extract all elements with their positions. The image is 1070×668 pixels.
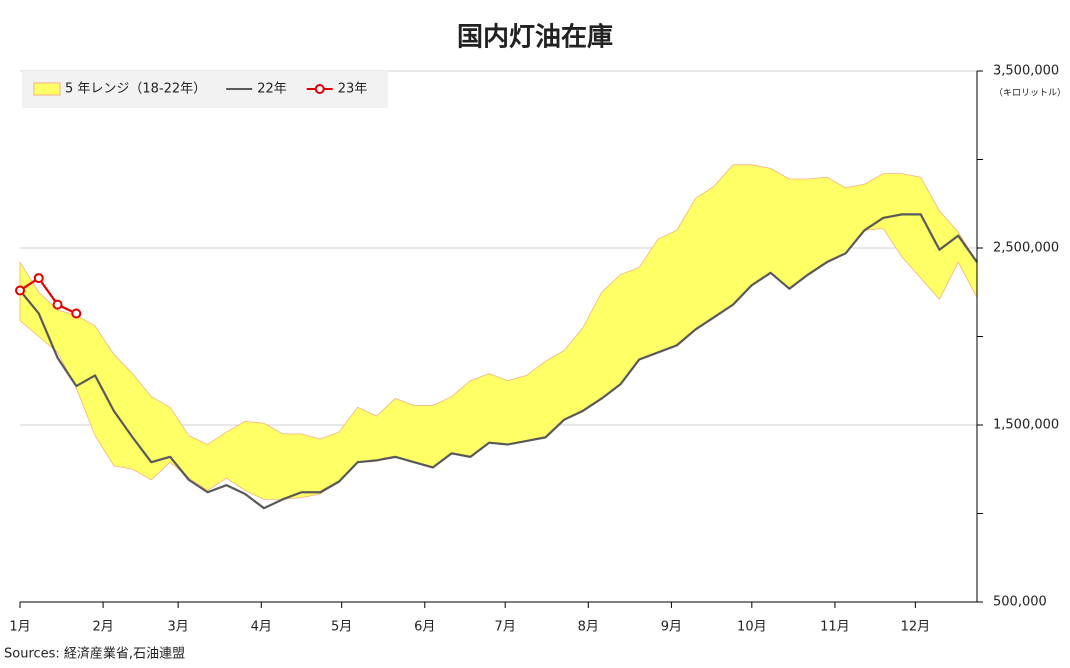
range-band <box>19 164 978 500</box>
series-line <box>19 213 978 510</box>
x-tick-label: 3月 <box>168 620 189 635</box>
y-tick-label: 2,500,000 <box>993 241 1059 256</box>
x-tick-label: 4月 <box>251 620 272 635</box>
legend-label: 5 年レンジ（18-22年） <box>65 82 206 97</box>
y-tick-label: 1,500,000 <box>993 418 1059 433</box>
legend-swatch <box>33 82 61 96</box>
y-tick-label: 3,500,000 <box>993 64 1059 79</box>
x-tick-label: 6月 <box>414 620 435 635</box>
x-tick-label: 11月 <box>820 620 850 635</box>
source: Sources: 経済産業省,石油連盟 <box>4 646 185 662</box>
x-tick-label: 10月 <box>737 620 767 635</box>
x-tick-label: 2月 <box>92 620 113 635</box>
point <box>52 299 63 310</box>
point <box>71 308 82 319</box>
x-tick-label: 8月 <box>578 620 599 635</box>
point <box>15 285 25 296</box>
chart-title: 国内灯油在庫 <box>457 23 613 53</box>
x-tick-label: 5月 <box>331 620 352 635</box>
x-tick-label: 12月 <box>901 620 931 635</box>
y-unit-label: （キロリットル） <box>994 88 1066 99</box>
legend-label: 22年 <box>257 82 287 97</box>
legend-label: 23年 <box>338 82 368 97</box>
x-tick-label: 1月 <box>9 620 30 635</box>
legend-marker <box>314 84 325 94</box>
series-line <box>19 276 77 315</box>
point <box>33 273 44 284</box>
x-tick-label: 9月 <box>661 620 682 635</box>
y-tick-label: 500,000 <box>993 595 1047 610</box>
x-tick-label: 7月 <box>495 620 516 635</box>
